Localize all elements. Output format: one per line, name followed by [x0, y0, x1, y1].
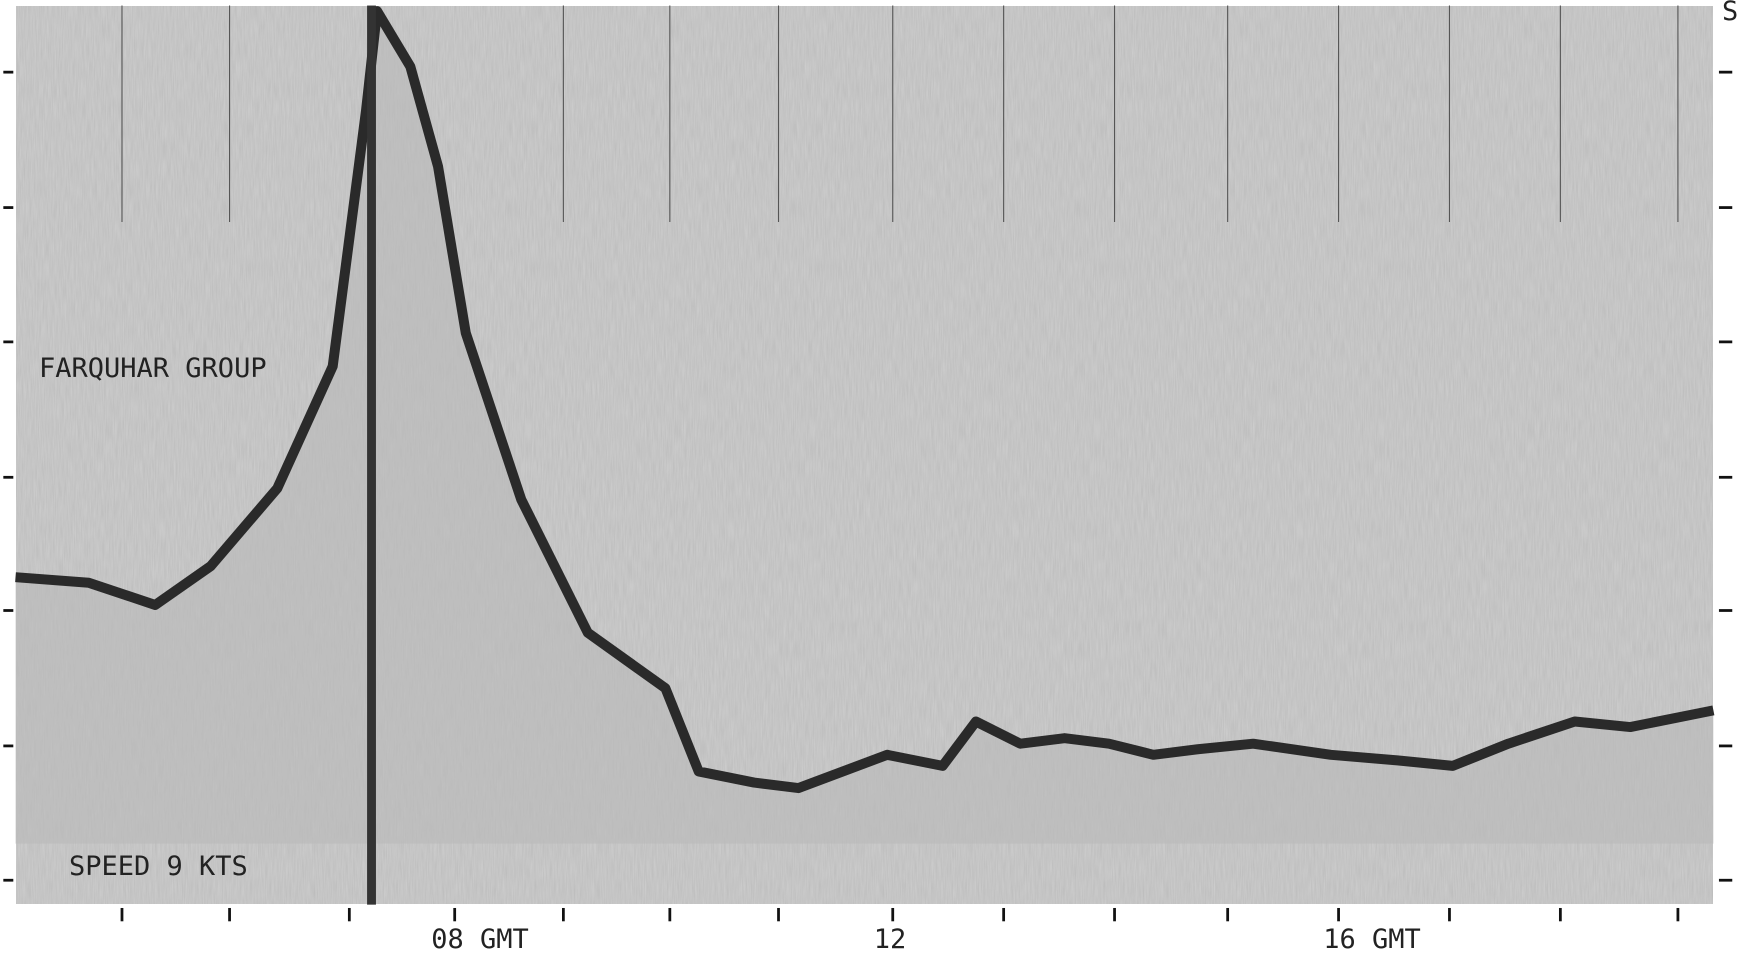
seafloor-trace: [15, 6, 1715, 794]
time-label: 12: [874, 924, 907, 955]
hour-lines: [121, 5, 1679, 223]
speed-label: SPEED 9 KTS: [69, 851, 248, 882]
time-label: 08 GMT: [431, 924, 529, 955]
profile: [3, 5, 1733, 922]
corner-label: S: [1722, 0, 1738, 27]
location-label: FARQUHAR GROUP: [39, 353, 267, 384]
vertical-band: [367, 5, 376, 905]
depth-ticks: [3, 70, 1733, 882]
time-label: 16 GMT: [1323, 924, 1421, 955]
time-ticks: [120, 907, 1680, 922]
sub-bottom: [15, 11, 1714, 844]
